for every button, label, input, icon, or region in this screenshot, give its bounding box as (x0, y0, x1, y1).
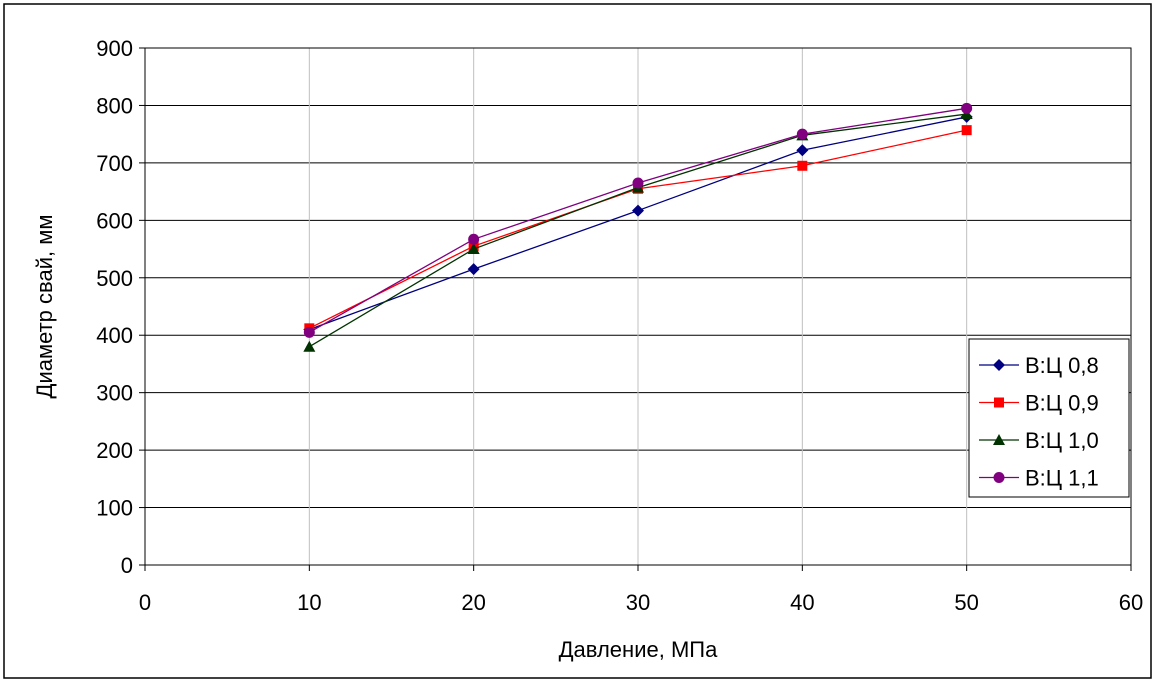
x-tick-label: 0 (139, 590, 151, 615)
legend: В:Ц 0,8 В:Ц 0,9 В:Ц 1,0 В:Ц 1,1 (968, 338, 1130, 498)
legend-marker (993, 359, 1005, 371)
data-point (467, 263, 480, 276)
x-axis-title: Давление, МПа (559, 637, 718, 662)
legend-label: В:Ц 1,1 (1025, 466, 1099, 491)
series-4 (303, 102, 973, 338)
x-tick-label: 20 (461, 590, 485, 615)
legend-item: В:Ц 1,0 (979, 428, 1099, 453)
y-axis-title: Диаметр свай, мм (32, 215, 57, 399)
data-point (961, 125, 972, 136)
x-tick-label: 50 (954, 590, 978, 615)
chart-border (3, 3, 1152, 679)
data-point (961, 102, 973, 114)
legend-marker (993, 472, 1005, 483)
data-point (796, 144, 809, 157)
x-tick-label: 40 (790, 590, 814, 615)
y-tick-label: 500 (96, 266, 133, 291)
legend-item: В:Ц 0,9 (979, 391, 1099, 416)
legend-label: В:Ц 1,0 (1025, 428, 1099, 453)
y-tick-label: 900 (96, 36, 133, 61)
y-tick-label: 200 (96, 438, 133, 463)
data-point (467, 243, 480, 255)
data-point (468, 233, 480, 245)
y-tick-label: 300 (96, 381, 133, 406)
x-tick-label: 60 (1119, 590, 1143, 615)
data-point (797, 160, 808, 171)
x-tick-label: 30 (626, 590, 650, 615)
data-point (632, 177, 644, 189)
axis-ticks: 0 100 200 300 400 500 600 700 800 900 0 10 20 30 40 50 6… (96, 36, 1143, 615)
legend-marker (994, 397, 1004, 408)
y-tick-label: 700 (96, 151, 133, 176)
data-point (303, 326, 315, 338)
y-tick-label: 600 (96, 208, 133, 233)
y-tick-label: 0 (121, 553, 133, 578)
y-tick-label: 400 (96, 323, 133, 348)
y-tick-label: 100 (96, 496, 133, 521)
legend-item: В:Ц 1,1 (979, 466, 1099, 491)
y-tick-label: 800 (96, 93, 133, 118)
data-point (796, 128, 808, 140)
x-tick-label: 10 (297, 590, 321, 615)
legend-item: В:Ц 0,8 (979, 353, 1099, 378)
series-lines (303, 102, 973, 352)
legend-label: В:Ц 0,8 (1025, 353, 1099, 378)
legend-marker (993, 434, 1005, 445)
data-point (632, 204, 644, 217)
data-point (303, 340, 316, 352)
legend-label: В:Ц 0,9 (1025, 391, 1099, 416)
